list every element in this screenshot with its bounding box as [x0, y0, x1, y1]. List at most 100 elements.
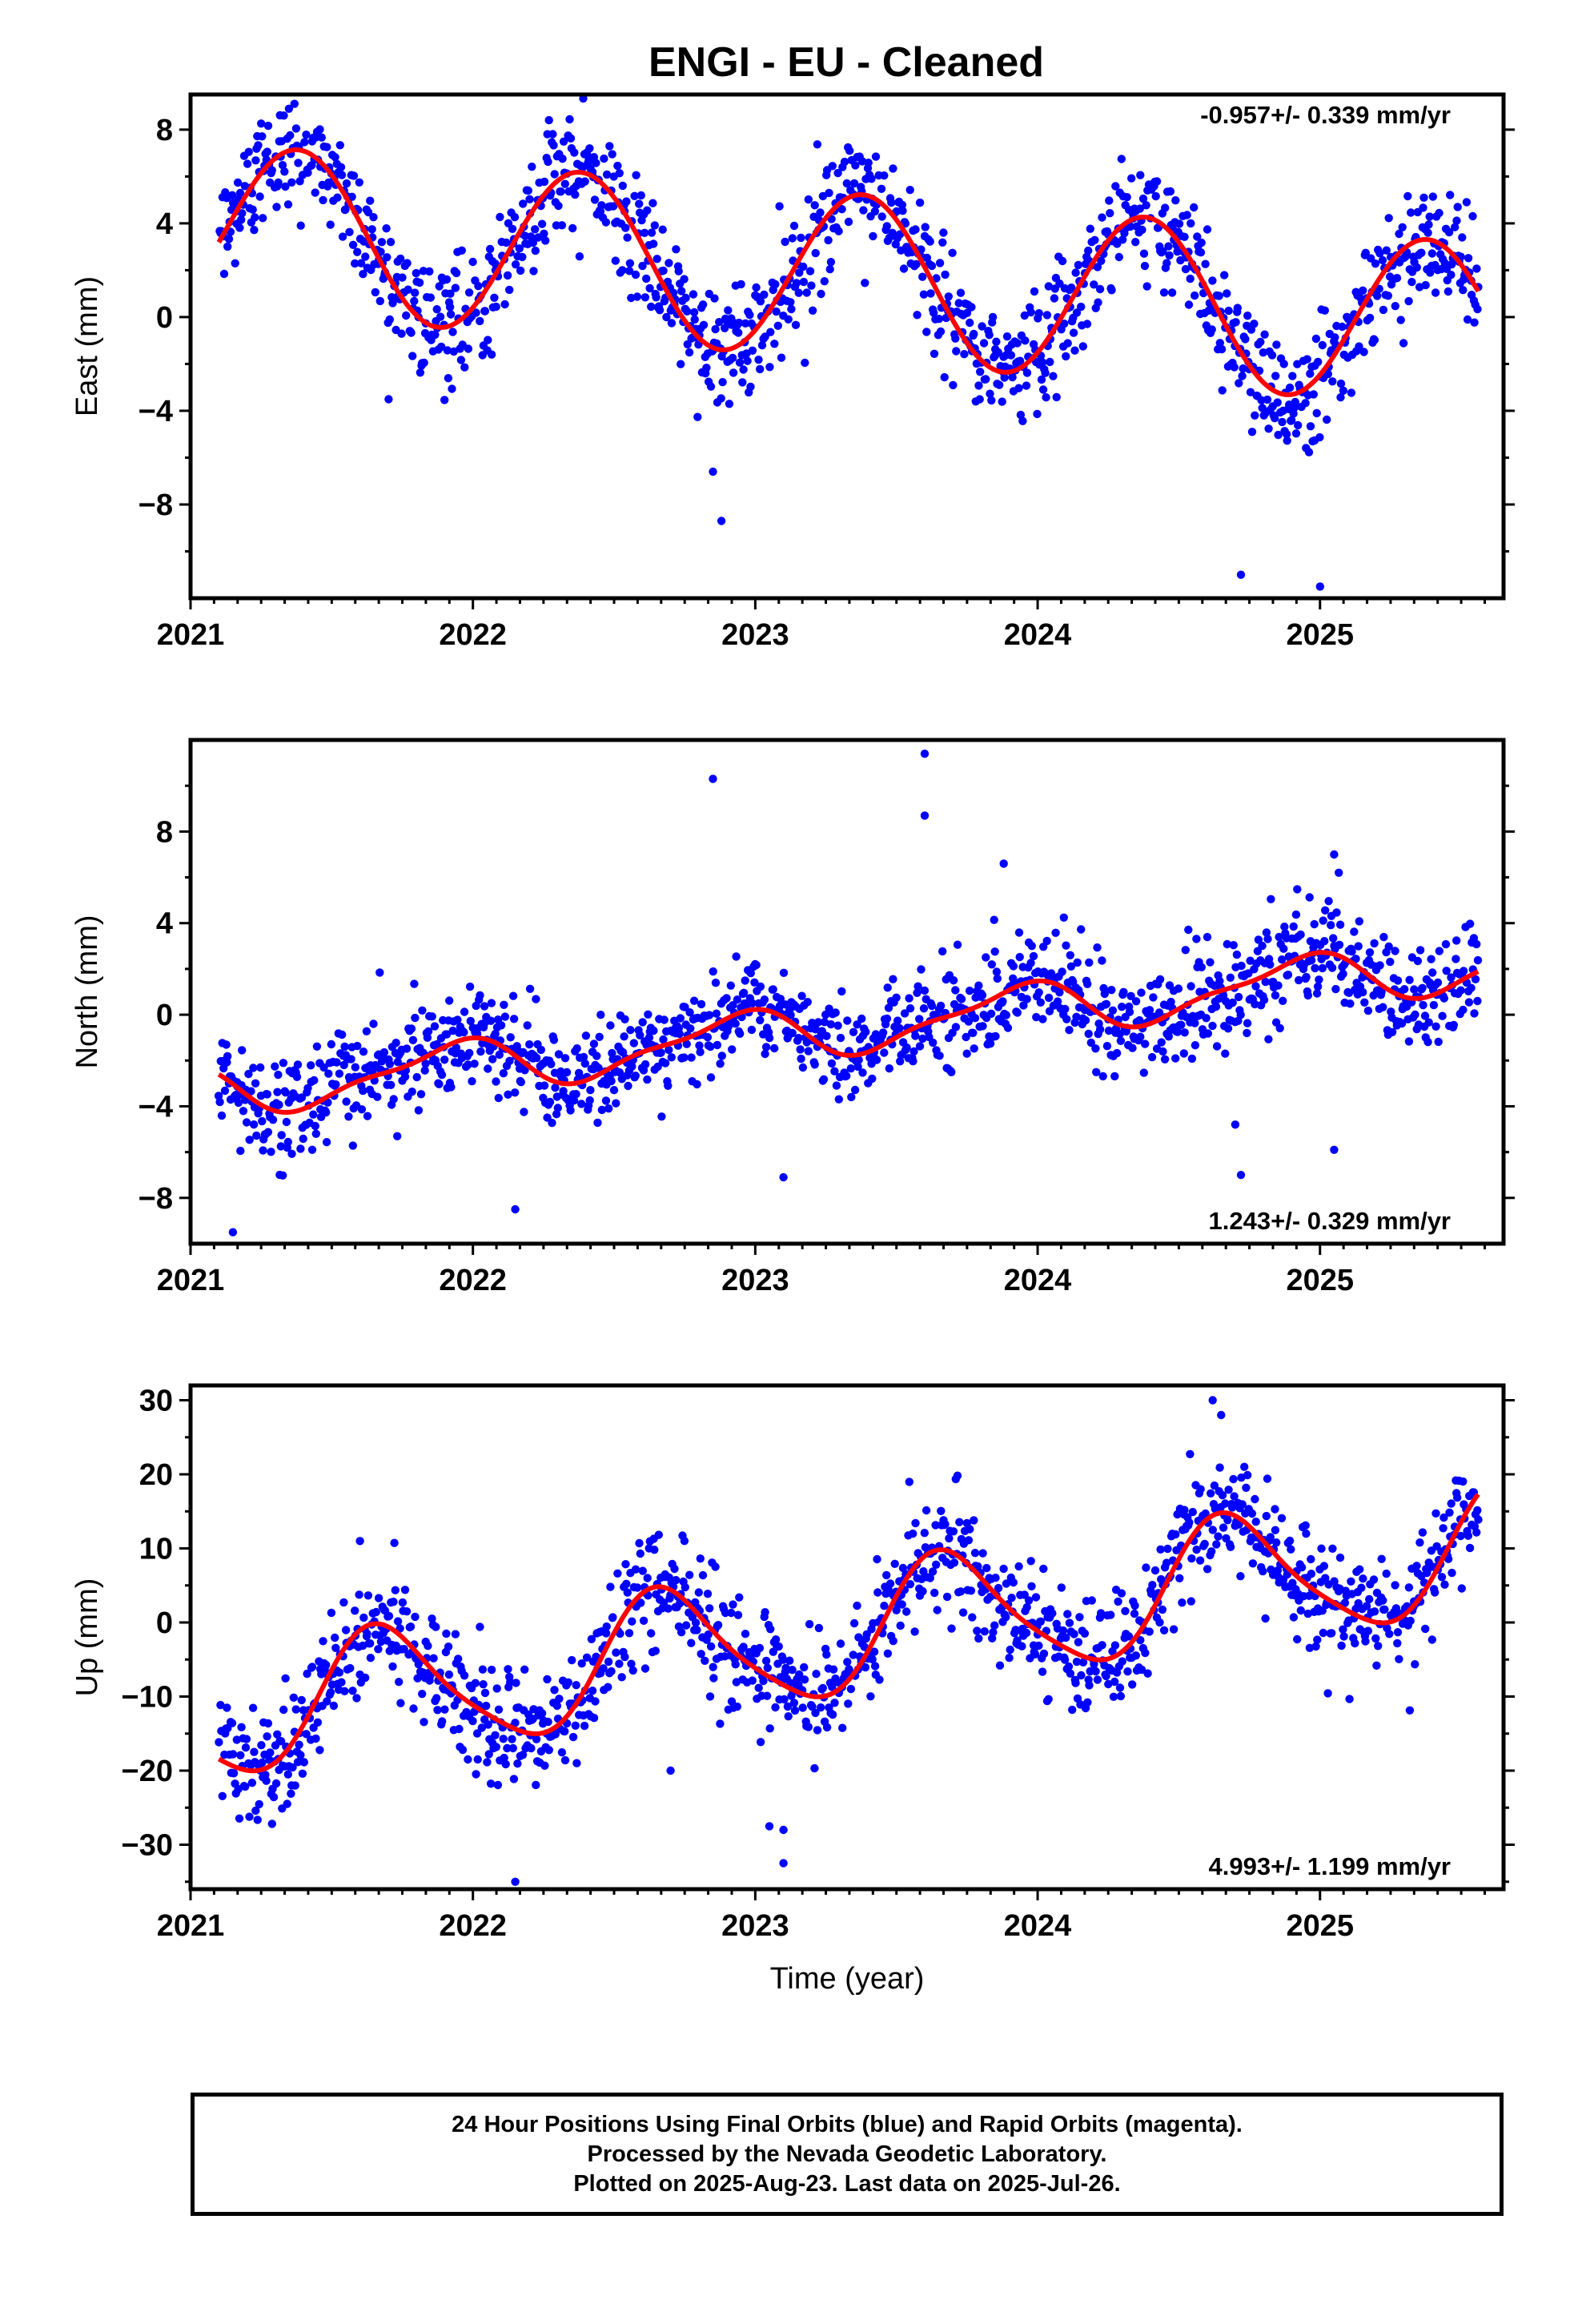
data-point	[1256, 337, 1265, 347]
data-point	[575, 252, 584, 261]
data-point	[949, 1527, 958, 1536]
data-point	[500, 1753, 508, 1763]
data-point	[1110, 1072, 1119, 1081]
data-point	[1219, 1523, 1228, 1532]
data-point	[1086, 224, 1095, 233]
data-point	[1080, 1629, 1090, 1638]
data-point	[1077, 302, 1086, 312]
data-point	[593, 1118, 602, 1128]
data-point	[1036, 998, 1046, 1007]
data-point	[1289, 922, 1298, 931]
data-point	[1186, 274, 1195, 283]
data-point	[1208, 1021, 1217, 1031]
data-point	[1229, 941, 1239, 950]
data-point	[1357, 1583, 1366, 1592]
data-point	[607, 1667, 616, 1676]
data-point	[1319, 1628, 1328, 1638]
data-point	[1383, 292, 1393, 300]
data-point	[1304, 448, 1314, 456]
data-point	[1248, 1559, 1258, 1568]
data-point	[1119, 987, 1128, 997]
data-point	[721, 1608, 730, 1618]
data-point	[1371, 259, 1380, 268]
data-point	[1458, 233, 1467, 242]
data-point	[1291, 429, 1301, 438]
data-point	[513, 1759, 522, 1768]
data-point	[1428, 968, 1437, 977]
data-point	[1208, 1396, 1217, 1405]
data-point	[554, 201, 563, 211]
data-point	[214, 1092, 223, 1100]
data-point	[825, 265, 834, 274]
data-point	[926, 1574, 935, 1582]
data-point	[1302, 972, 1311, 982]
data-point	[1468, 211, 1477, 221]
data-point	[1007, 1594, 1016, 1602]
data-point	[397, 329, 406, 338]
rate-label: 4.993+/- 1.199 mm/yr	[1209, 1852, 1451, 1880]
data-point	[267, 1148, 275, 1156]
data-point	[1427, 249, 1437, 258]
data-point	[866, 1692, 875, 1701]
data-point	[1391, 947, 1399, 955]
data-point	[991, 1031, 1000, 1041]
data-point	[355, 1590, 363, 1599]
data-point	[957, 995, 966, 1003]
data-point	[1096, 1609, 1106, 1618]
data-point	[496, 212, 504, 222]
data-point	[385, 315, 394, 324]
data-point	[1191, 1041, 1200, 1050]
data-point	[761, 1608, 769, 1617]
data-point	[1062, 1015, 1071, 1023]
data-point	[804, 195, 813, 204]
data-point	[1404, 1037, 1414, 1046]
data-point	[374, 1645, 383, 1654]
data-point	[651, 1647, 660, 1655]
data-point	[1091, 1044, 1100, 1053]
data-point	[786, 298, 795, 307]
data-point	[1136, 171, 1145, 179]
data-point	[589, 1039, 599, 1048]
data-point	[779, 1172, 788, 1182]
data-point	[451, 1630, 460, 1638]
data-point	[215, 1738, 223, 1747]
data-point	[1288, 372, 1297, 380]
data-point	[1317, 1544, 1326, 1553]
data-point	[337, 171, 347, 179]
data-point	[1411, 1660, 1419, 1669]
data-point	[1350, 927, 1359, 936]
data-point	[657, 1112, 666, 1121]
data-point	[552, 1701, 562, 1711]
data-point	[315, 125, 324, 134]
data-point	[877, 212, 886, 221]
data-point	[672, 1575, 681, 1585]
data-point	[1312, 989, 1322, 998]
data-point	[420, 1718, 428, 1727]
data-point	[606, 1582, 615, 1591]
data-point	[715, 318, 724, 327]
data-point	[258, 1758, 267, 1767]
data-point	[1155, 1618, 1164, 1627]
data-point	[1306, 422, 1315, 431]
data-point	[628, 1666, 637, 1675]
data-point	[1051, 928, 1060, 938]
data-point	[295, 177, 304, 186]
data-point	[1263, 935, 1272, 943]
data-point	[1336, 393, 1345, 402]
data-point	[1148, 1581, 1157, 1590]
data-point	[1116, 1036, 1126, 1046]
y-tick-label: −20	[122, 1755, 173, 1788]
data-point	[1419, 1000, 1427, 1010]
data-point	[559, 137, 568, 146]
data-point	[1041, 368, 1050, 377]
y-axis-label: North (mm)	[70, 915, 104, 1068]
data-point	[348, 1687, 357, 1695]
data-point	[711, 979, 721, 987]
data-point	[1441, 939, 1451, 949]
data-point	[716, 1059, 725, 1068]
data-point	[1230, 363, 1239, 372]
data-point	[496, 1021, 506, 1030]
data-point	[1273, 398, 1282, 407]
data-point	[689, 996, 699, 1005]
